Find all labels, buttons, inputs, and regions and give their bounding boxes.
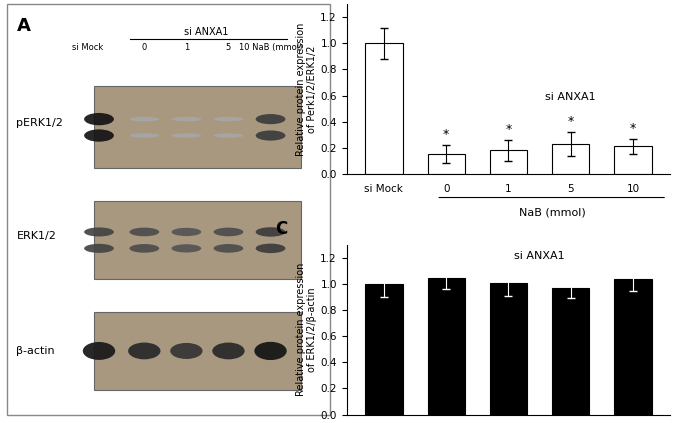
Text: pERK1/2: pERK1/2 xyxy=(16,118,64,128)
Ellipse shape xyxy=(256,227,286,237)
Bar xyxy=(552,288,589,415)
Text: β-actin: β-actin xyxy=(16,346,55,356)
Bar xyxy=(489,283,527,415)
Ellipse shape xyxy=(128,343,160,360)
Text: 10 NaB (mmol): 10 NaB (mmol) xyxy=(239,43,302,52)
Ellipse shape xyxy=(84,244,114,253)
Ellipse shape xyxy=(255,342,287,360)
Bar xyxy=(614,279,651,415)
Ellipse shape xyxy=(256,244,286,253)
Text: 1: 1 xyxy=(183,43,189,52)
Text: *: * xyxy=(443,128,450,141)
Text: si ANXA1: si ANXA1 xyxy=(546,92,596,102)
Ellipse shape xyxy=(171,133,201,138)
Bar xyxy=(552,144,589,174)
Text: si ANXA1: si ANXA1 xyxy=(183,27,228,37)
Text: *: * xyxy=(630,122,636,135)
Text: A: A xyxy=(16,16,30,35)
Y-axis label: Relative protein expression
of ERK1/2/β-actin: Relative protein expression of ERK1/2/β-… xyxy=(296,263,318,396)
Ellipse shape xyxy=(213,117,243,121)
Text: *: * xyxy=(505,123,512,136)
Bar xyxy=(366,284,403,415)
Bar xyxy=(614,146,651,174)
Bar xyxy=(94,86,301,168)
Text: 0: 0 xyxy=(141,43,147,52)
Ellipse shape xyxy=(213,343,244,360)
Ellipse shape xyxy=(213,133,243,138)
Bar xyxy=(94,312,301,390)
Bar xyxy=(427,277,465,415)
Bar xyxy=(427,154,465,174)
Ellipse shape xyxy=(129,244,159,253)
Ellipse shape xyxy=(129,133,159,138)
Y-axis label: Relative protein expression
of Perk1/2/ERK1/2: Relative protein expression of Perk1/2/E… xyxy=(296,22,318,156)
Text: si ANXA1: si ANXA1 xyxy=(515,251,565,261)
Bar xyxy=(489,150,527,174)
Ellipse shape xyxy=(129,228,159,236)
Text: NaB (mmol): NaB (mmol) xyxy=(519,208,586,218)
Text: si Mock: si Mock xyxy=(72,43,104,52)
Ellipse shape xyxy=(213,244,243,253)
Ellipse shape xyxy=(256,130,286,140)
Ellipse shape xyxy=(171,228,201,236)
Ellipse shape xyxy=(84,129,114,142)
Ellipse shape xyxy=(171,117,201,121)
Bar xyxy=(94,201,301,279)
Ellipse shape xyxy=(83,342,115,360)
Text: ERK1/2: ERK1/2 xyxy=(16,231,56,241)
Ellipse shape xyxy=(171,244,201,253)
Ellipse shape xyxy=(84,228,114,236)
Text: 5: 5 xyxy=(226,43,231,52)
Ellipse shape xyxy=(129,117,159,121)
Ellipse shape xyxy=(170,343,202,359)
Ellipse shape xyxy=(213,228,243,236)
Text: *: * xyxy=(567,115,574,128)
Text: C: C xyxy=(276,220,288,238)
Bar xyxy=(366,43,403,174)
Ellipse shape xyxy=(84,113,114,125)
Ellipse shape xyxy=(256,114,286,124)
